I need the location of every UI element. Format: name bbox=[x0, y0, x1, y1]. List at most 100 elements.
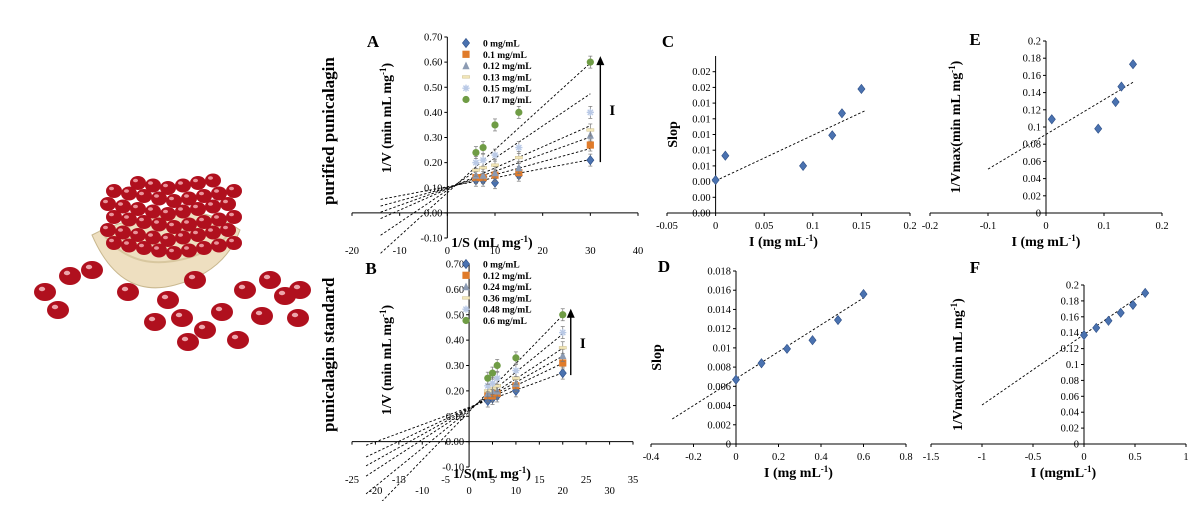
legend-marker-4 bbox=[462, 296, 470, 300]
x-tick-label: 10 bbox=[490, 246, 501, 257]
y-tick-label: 0.06 bbox=[1061, 392, 1079, 403]
aril-highlight bbox=[229, 212, 234, 217]
legend-marker-4 bbox=[462, 75, 470, 79]
aril bbox=[220, 197, 236, 211]
seed bbox=[117, 283, 139, 301]
seed-highlight bbox=[85, 264, 93, 270]
x-tick-label: 30 bbox=[604, 486, 615, 497]
y-tick-label: 0.1 bbox=[1028, 123, 1041, 134]
data-point bbox=[1111, 96, 1120, 108]
x-tick-label: 20 bbox=[537, 246, 548, 257]
x-tick-label: 40 bbox=[633, 246, 644, 257]
y-tick-label: 0.60 bbox=[424, 58, 442, 69]
aril-highlight bbox=[184, 246, 189, 250]
aril-highlight bbox=[214, 189, 219, 193]
aril bbox=[205, 225, 221, 240]
x-tick-label: 0.05 bbox=[755, 221, 773, 232]
y-tick-label: 0.1 bbox=[1066, 360, 1079, 371]
x-axis-title: I (mg mL-1) bbox=[764, 464, 833, 481]
y-tick-label: 0.002 bbox=[707, 420, 731, 431]
aril-highlight bbox=[193, 178, 198, 183]
aril-highlight bbox=[184, 220, 189, 224]
aril bbox=[220, 223, 236, 237]
aril bbox=[121, 212, 137, 227]
x-tick-label: -0.4 bbox=[643, 452, 660, 463]
seed bbox=[194, 321, 216, 339]
y-tick-label: 0.02 bbox=[692, 67, 710, 78]
data-point-series-4 bbox=[491, 163, 499, 167]
trendline-5 bbox=[365, 333, 564, 495]
y-tick-label: 0.018 bbox=[707, 267, 731, 278]
legend-label-3: 0.12 mg/mL bbox=[483, 62, 532, 72]
trendline-1 bbox=[365, 372, 563, 446]
data-point-series-1 bbox=[586, 155, 595, 166]
aril bbox=[226, 184, 242, 198]
y-tick-label: 0.06 bbox=[1023, 157, 1041, 168]
data-point bbox=[721, 150, 730, 161]
aril bbox=[121, 186, 137, 201]
x-tick-label: 0 bbox=[1043, 221, 1048, 232]
data-point-series-5 bbox=[515, 143, 523, 152]
data-point bbox=[799, 160, 808, 171]
x-axis-title: I (mg mL-1) bbox=[1012, 233, 1081, 250]
aril bbox=[136, 189, 152, 203]
aril-highlight bbox=[199, 243, 204, 248]
data-point-series-2 bbox=[586, 141, 594, 149]
seed bbox=[47, 301, 69, 319]
aril-highlight bbox=[163, 235, 168, 240]
y-tick-label: 0.00 bbox=[424, 208, 442, 219]
x-tick-label: 30 bbox=[585, 246, 596, 257]
x-axis-title: 1/S(mL mg-1) bbox=[453, 465, 531, 482]
legend-label-1: 0 mg/mL bbox=[483, 40, 520, 50]
y-tick-label: 0.08 bbox=[1023, 140, 1041, 151]
panel-b-lineweaver-burk: -0.10 0.00 0.10 0.20 0.30 0.40 0.50 0.60 0.70 -25… bbox=[345, 258, 638, 506]
aril-highlight bbox=[229, 238, 234, 243]
data-point-series-6 bbox=[472, 148, 480, 157]
legend-label-6: 0.6 mg/mL bbox=[483, 317, 527, 327]
panel-letter: F bbox=[970, 258, 980, 277]
y-tick-label: 0.006 bbox=[707, 382, 731, 393]
x-tick-label: 0 bbox=[1081, 452, 1086, 463]
x-tick-label: 10 bbox=[511, 486, 522, 497]
x-tick-label: -0.2 bbox=[922, 221, 939, 232]
aril-highlight bbox=[118, 228, 123, 232]
aril-highlight bbox=[148, 181, 153, 185]
aril bbox=[106, 210, 122, 224]
y-axis-title: Slop bbox=[650, 344, 665, 371]
legend-label-1: 0 mg/mL bbox=[483, 261, 520, 271]
trendline bbox=[715, 109, 867, 182]
panel-d-slope-plot: 0 0.002 0.004 0.006 0.008 0.01 0.012 0.014 0.016… bbox=[643, 257, 913, 481]
data-point bbox=[837, 108, 846, 119]
data-point-series-5 bbox=[493, 374, 501, 382]
x-tick-label: 0.5 bbox=[1128, 452, 1141, 463]
x-tick-label: 1 bbox=[1183, 452, 1188, 463]
x-tick-label: 0 bbox=[445, 246, 450, 257]
aril bbox=[100, 197, 116, 211]
data-point-series-3 bbox=[515, 163, 523, 172]
data-point-series-4 bbox=[472, 168, 480, 172]
aril-highlight bbox=[124, 189, 129, 193]
y-tick-label: 0.40 bbox=[446, 336, 464, 347]
x-tick-label: 0.2 bbox=[903, 221, 916, 232]
data-point bbox=[757, 358, 766, 369]
y-tick-label: 0 bbox=[1036, 209, 1041, 220]
aril-highlight bbox=[154, 220, 159, 224]
data-point-series-6 bbox=[586, 58, 594, 66]
aril bbox=[190, 228, 206, 242]
aril-highlight bbox=[193, 204, 198, 209]
aril-highlight bbox=[169, 222, 174, 227]
y-tick-label: 0.16 bbox=[1023, 71, 1041, 82]
data-point bbox=[1141, 287, 1150, 299]
x-tick-label: 20 bbox=[558, 486, 569, 497]
aril-highlight bbox=[193, 230, 198, 235]
seed-highlight bbox=[188, 274, 196, 280]
data-point bbox=[783, 343, 791, 354]
aril bbox=[181, 243, 197, 258]
aril-highlight bbox=[148, 207, 153, 211]
y-tick-label: 0.20 bbox=[424, 158, 442, 169]
aril-highlight bbox=[148, 233, 153, 237]
data-point bbox=[1129, 59, 1137, 70]
seed-highlight bbox=[148, 316, 156, 322]
legend-marker-3 bbox=[462, 61, 470, 70]
y-tick-label: 0.40 bbox=[424, 108, 442, 119]
